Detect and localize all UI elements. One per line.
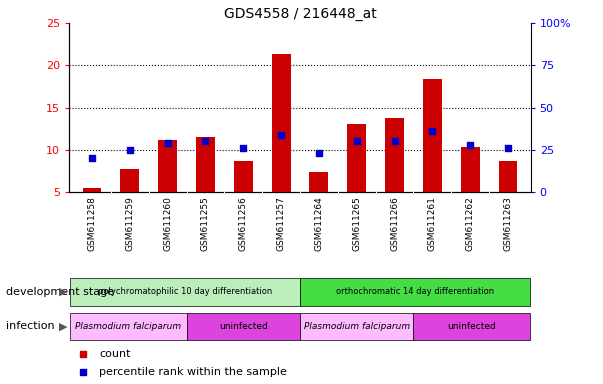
Text: ▶: ▶ bbox=[59, 321, 68, 331]
Bar bbox=[461, 147, 479, 192]
Text: GSM611256: GSM611256 bbox=[239, 196, 248, 251]
Point bbox=[87, 155, 97, 161]
Text: GSM611258: GSM611258 bbox=[87, 196, 96, 251]
Text: Plasmodium falciparum: Plasmodium falciparum bbox=[304, 322, 410, 331]
Bar bbox=[158, 140, 177, 192]
Bar bbox=[300, 278, 530, 306]
Text: GSM611264: GSM611264 bbox=[314, 196, 323, 251]
Bar bbox=[83, 188, 101, 192]
Bar bbox=[347, 124, 366, 192]
Point bbox=[314, 150, 324, 156]
Bar bbox=[300, 313, 414, 340]
Text: GSM611265: GSM611265 bbox=[352, 196, 361, 251]
Text: GSM611257: GSM611257 bbox=[277, 196, 286, 251]
Bar bbox=[70, 278, 300, 306]
Point bbox=[125, 147, 134, 153]
Point bbox=[466, 142, 475, 148]
Text: GSM611255: GSM611255 bbox=[201, 196, 210, 251]
Text: infection: infection bbox=[6, 321, 55, 331]
Text: GSM611266: GSM611266 bbox=[390, 196, 399, 251]
Text: orthochromatic 14 day differentiation: orthochromatic 14 day differentiation bbox=[336, 287, 494, 296]
Text: GSM611261: GSM611261 bbox=[428, 196, 437, 251]
Text: count: count bbox=[99, 349, 131, 359]
Text: GSM611259: GSM611259 bbox=[125, 196, 134, 251]
Text: Plasmodium falciparum: Plasmodium falciparum bbox=[75, 322, 182, 331]
Point bbox=[201, 138, 210, 144]
Bar bbox=[271, 54, 291, 192]
Text: ▶: ▶ bbox=[59, 287, 68, 297]
Bar bbox=[385, 118, 404, 192]
Point bbox=[238, 145, 248, 151]
Point bbox=[163, 140, 172, 146]
Bar bbox=[70, 313, 186, 340]
Bar bbox=[423, 79, 442, 192]
Point bbox=[428, 128, 437, 134]
Title: GDS4558 / 216448_at: GDS4558 / 216448_at bbox=[224, 7, 376, 21]
Text: GSM611262: GSM611262 bbox=[466, 196, 475, 251]
Text: GSM611260: GSM611260 bbox=[163, 196, 172, 251]
Text: percentile rank within the sample: percentile rank within the sample bbox=[99, 366, 287, 377]
Point bbox=[390, 138, 399, 144]
Bar bbox=[121, 169, 139, 192]
Bar bbox=[414, 313, 530, 340]
Bar bbox=[186, 313, 300, 340]
Text: GSM611263: GSM611263 bbox=[504, 196, 513, 251]
Bar bbox=[234, 161, 253, 192]
Text: uninfected: uninfected bbox=[219, 322, 268, 331]
Point bbox=[352, 138, 362, 144]
Text: development stage: development stage bbox=[6, 287, 114, 297]
Point bbox=[78, 351, 88, 357]
Text: polychromatophilic 10 day differentiation: polychromatophilic 10 day differentiatio… bbox=[98, 287, 272, 296]
Bar bbox=[499, 161, 517, 192]
Text: uninfected: uninfected bbox=[447, 322, 496, 331]
Point bbox=[276, 131, 286, 137]
Bar bbox=[309, 172, 329, 192]
Bar bbox=[196, 137, 215, 192]
Point bbox=[503, 145, 513, 151]
Point bbox=[78, 369, 88, 375]
